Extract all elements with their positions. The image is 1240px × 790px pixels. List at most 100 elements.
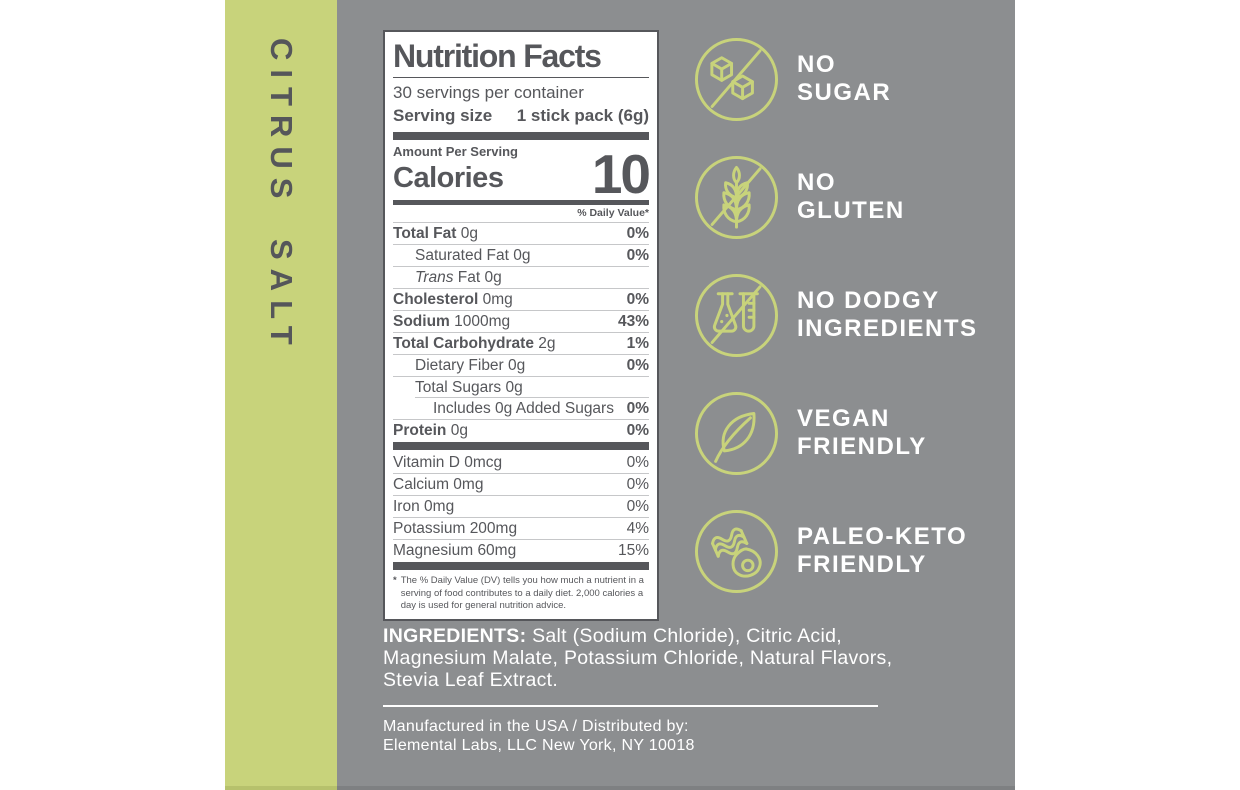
thick-divider [393, 562, 649, 570]
nutrient-name: Vitamin D [393, 453, 460, 471]
nutrient-name: Includes 0g Added Sugars [433, 399, 614, 417]
claim-no-sugar: NO SUGAR [693, 20, 978, 138]
nutrient-name: Total Carbohydrate [393, 334, 534, 352]
thick-divider [393, 200, 649, 205]
daily-value-footnote: * The % Daily Value (DV) tells you how m… [393, 572, 649, 613]
nutrient-row-magnesium: Magnesium 60mg 15% [393, 539, 649, 561]
claim-label: NO GLUTEN [797, 169, 905, 224]
calories-label: Calories [393, 162, 504, 194]
daily-value-header: % Daily Value* [393, 206, 649, 223]
nutrient-row-iron: Iron 0mg 0% [393, 495, 649, 517]
flavor-name: CITRUS SALT [264, 38, 299, 354]
flavor-bar: CITRUS SALT [225, 0, 337, 786]
nutrient-row-potassium: Potassium 200mg 4% [393, 517, 649, 539]
nutrient-name: Total Fat [393, 224, 457, 242]
label-area: Nutrition Facts 30 servings per containe… [337, 0, 1015, 786]
nutrition-facts-title: Nutrition Facts [393, 37, 649, 78]
nutrient-row-protein: Protein 0g 0% [393, 419, 649, 441]
nutrient-name: Dietary Fiber [415, 356, 504, 374]
serving-size-value: 1 stick pack (6g) [516, 106, 649, 125]
nutrient-amount: 0mg [482, 290, 513, 308]
nutrient-name: Sodium [393, 312, 450, 330]
nutrient-row-dietary-fiber: Dietary Fiber 0g 0% [393, 354, 649, 376]
divider-line [383, 705, 878, 707]
nutrient-amount: 0g [513, 246, 531, 264]
flavor-bar-bottom-edge [225, 786, 337, 790]
calories-row: Calories 10 [393, 147, 651, 202]
nutrient-name: Trans [415, 268, 454, 286]
nutrient-row-total-sugars: Total Sugars 0g [393, 376, 649, 398]
claims-list: NO SUGAR NO [693, 20, 978, 610]
nutrient-dv: 0% [626, 224, 649, 242]
footnote-text: The % Daily Value (DV) tells you how muc… [400, 575, 644, 611]
nutrient-amount: 60mg [477, 541, 517, 559]
vegan-friendly-icon [695, 391, 778, 475]
calories-value: 10 [591, 143, 651, 205]
manufactured-line: Manufactured in the USA / Distributed by… [383, 718, 689, 735]
nutrient-dv: 15% [617, 541, 649, 559]
micronutrient-rows: Vitamin D 0mcg 0% Calcium 0mg 0% Iron 0m… [393, 452, 649, 561]
claim-label: VEGAN FRIENDLY [797, 405, 927, 460]
claim-vegan-friendly: VEGAN FRIENDLY [693, 374, 978, 492]
serving-size-row: Serving size 1 stick pack (6g) [393, 104, 649, 131]
nutrient-amount: 0g [460, 224, 478, 242]
nutrient-amount: 1000mg [454, 312, 511, 330]
nutrient-name: Iron [393, 497, 420, 515]
nutrient-row-calcium: Calcium 0mg 0% [393, 473, 649, 495]
no-gluten-icon [695, 155, 778, 239]
nutrition-facts-panel: Nutrition Facts 30 servings per containe… [383, 30, 659, 621]
claim-no-dodgy-ingredients: NO DODGY INGREDIENTS [693, 256, 978, 374]
nutrient-dv: 0% [626, 399, 649, 417]
claim-label: NO DODGY INGREDIENTS [797, 287, 978, 342]
label-area-bottom-edge [337, 786, 1015, 790]
nutrient-row-vitamin-d: Vitamin D 0mcg 0% [393, 452, 649, 473]
nutrient-row-sodium: Sodium 1000mg 43% [393, 310, 649, 332]
nutrient-amount: 0mg [424, 497, 455, 515]
footnote-asterisk: * [393, 575, 397, 586]
nutrient-amount: 200mg [469, 519, 518, 537]
nutrient-dv: 0% [626, 475, 649, 493]
nutrient-rows: Total Fat 0g 0% Saturated Fat 0g 0% Tran… [393, 223, 649, 441]
ingredients-label: INGREDIENTS: [383, 625, 527, 647]
nutrient-dv: 0% [626, 453, 649, 471]
no-sugar-icon [695, 37, 778, 121]
nutrient-amount: 0mg [453, 475, 484, 493]
nutrient-name: Potassium [393, 519, 466, 537]
nutrient-dv: 4% [626, 519, 649, 537]
nutrient-row-added-sugars: Includes 0g Added Sugars 0% [393, 397, 649, 419]
nutrient-amount: Fat 0g [457, 268, 502, 286]
distribution-text: Manufactured in the USA / Distributed by… [383, 717, 695, 755]
nutrient-dv: 0% [626, 421, 649, 439]
paleo-keto-friendly-icon [695, 509, 778, 593]
nutrient-name: Total Sugars [415, 378, 502, 396]
nutrient-name: Magnesium [393, 541, 474, 559]
claim-label: PALEO-KETO FRIENDLY [797, 523, 968, 578]
nutrient-dv: 0% [626, 356, 649, 374]
nutrient-amount: 0g [505, 378, 523, 396]
thick-divider [393, 132, 649, 140]
nutrient-row-cholesterol: Cholesterol 0mg 0% [393, 288, 649, 310]
nutrient-dv: 0% [626, 290, 649, 308]
nutrient-dv: 0% [626, 497, 649, 515]
servings-per-container: 30 servings per container [393, 83, 584, 102]
claim-label: NO SUGAR [797, 51, 892, 106]
claim-paleo-keto-friendly: PALEO-KETO FRIENDLY [693, 492, 978, 610]
claim-no-gluten: NO GLUTEN [693, 138, 978, 256]
nutrient-amount: 0g [508, 356, 526, 374]
nutrient-name: Saturated Fat [415, 246, 509, 264]
nutrient-amount: 0g [450, 421, 468, 439]
ingredients-text: INGREDIENTS: Salt (Sodium Chloride), Cit… [383, 625, 893, 691]
nutrient-name: Protein [393, 421, 447, 439]
distributor-line: Elemental Labs, LLC New York, NY 10018 [383, 737, 695, 754]
nutrient-amount: 2g [538, 334, 556, 352]
nutrient-name: Calcium [393, 475, 449, 493]
nutrient-row-trans-fat: Trans Fat 0g [393, 266, 649, 288]
ingredients-list: Salt (Sodium Chloride), Citric Acid, Mag… [383, 625, 893, 691]
nutrient-amount: 0mcg [464, 453, 503, 471]
no-dodgy-ingredients-icon [695, 273, 778, 357]
nutrient-dv: 1% [626, 334, 649, 352]
nutrient-row-saturated-fat: Saturated Fat 0g 0% [393, 244, 649, 266]
thick-divider [393, 442, 649, 450]
nutrient-dv: 0% [626, 246, 649, 264]
